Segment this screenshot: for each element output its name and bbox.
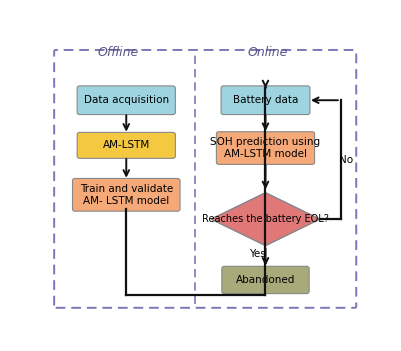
- FancyBboxPatch shape: [222, 266, 309, 293]
- Text: AM-LSTM: AM-LSTM: [103, 140, 150, 150]
- Text: Online: Online: [247, 46, 288, 59]
- Text: Train and validate
AM- LSTM model: Train and validate AM- LSTM model: [80, 184, 173, 206]
- Polygon shape: [211, 193, 320, 246]
- Text: Data acquisition: Data acquisition: [84, 95, 169, 105]
- Text: Abandoned: Abandoned: [236, 275, 295, 285]
- Text: Reaches the battery EOL?: Reaches the battery EOL?: [202, 214, 329, 224]
- FancyBboxPatch shape: [77, 86, 175, 114]
- Text: Offline: Offline: [98, 46, 139, 59]
- FancyBboxPatch shape: [54, 50, 356, 308]
- Text: Battery data: Battery data: [233, 95, 298, 105]
- FancyBboxPatch shape: [77, 132, 175, 158]
- FancyBboxPatch shape: [221, 86, 310, 114]
- FancyBboxPatch shape: [73, 178, 180, 211]
- Text: SOH prediction using
AM-LSTM model: SOH prediction using AM-LSTM model: [211, 137, 320, 159]
- FancyBboxPatch shape: [217, 132, 315, 164]
- Text: No: No: [338, 155, 353, 165]
- Text: Yes: Yes: [249, 249, 266, 259]
